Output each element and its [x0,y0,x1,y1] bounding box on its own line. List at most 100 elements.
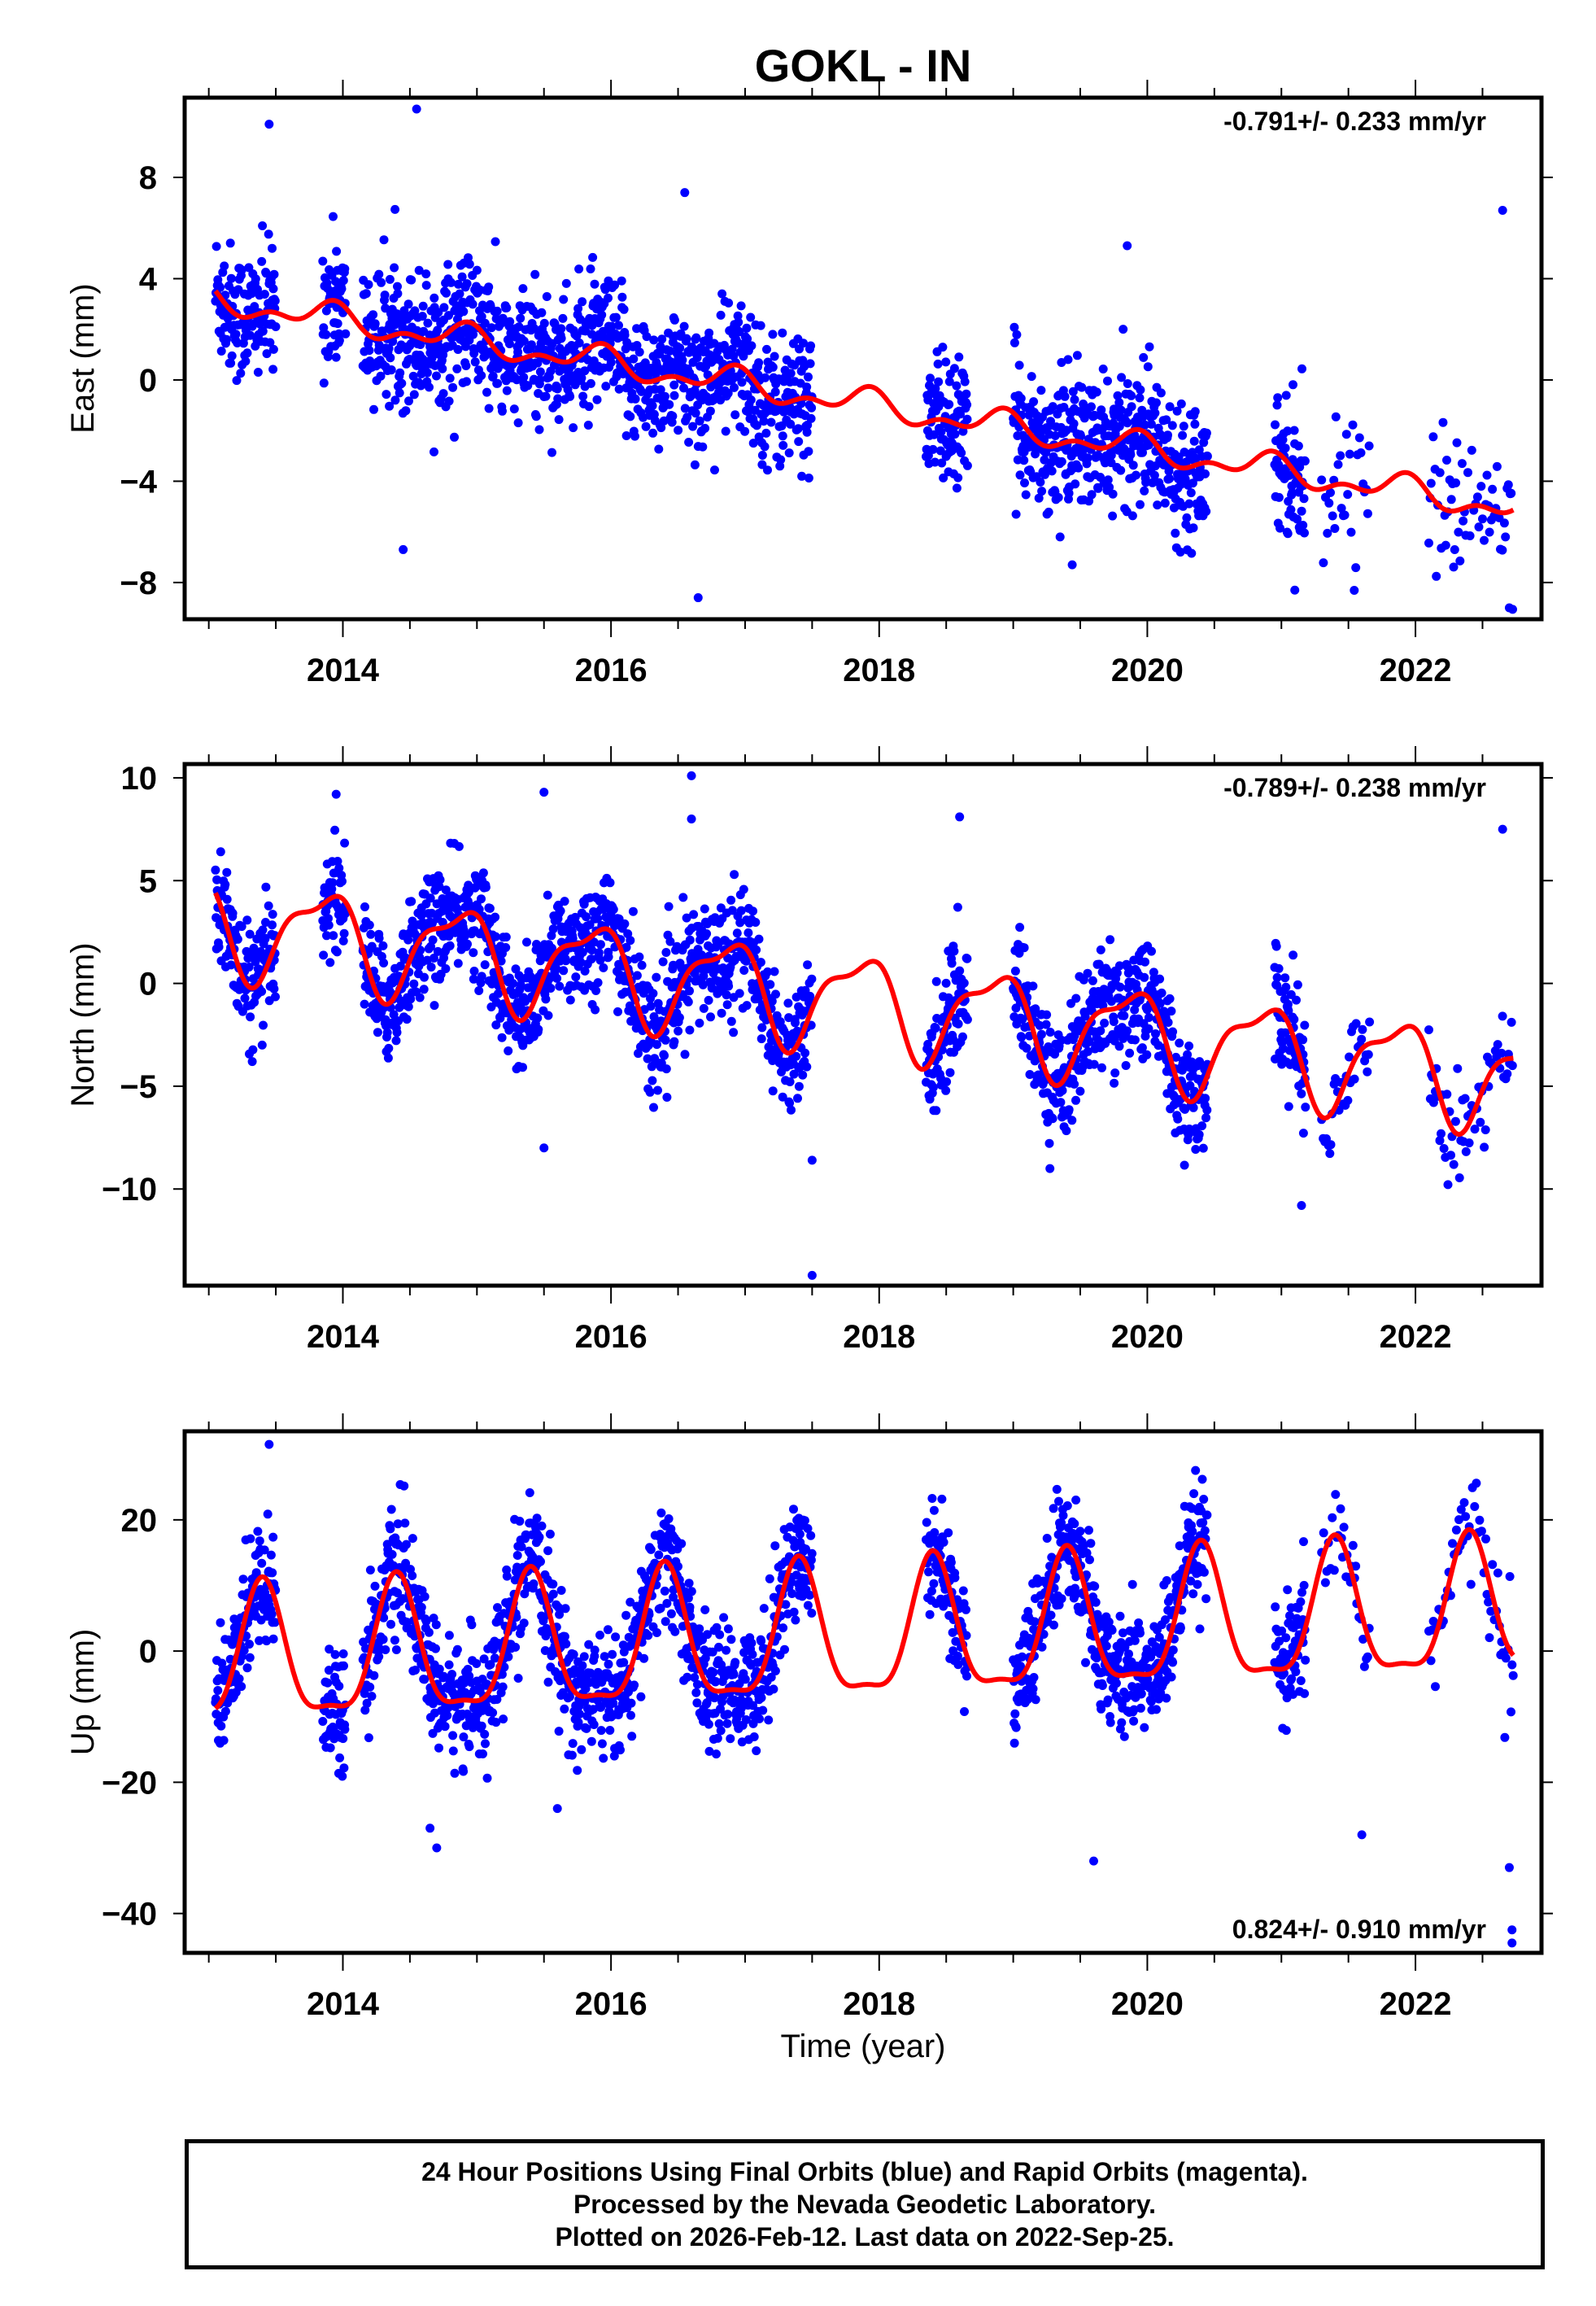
data-point [628,906,638,916]
data-point [783,998,793,1008]
data-point [256,947,265,956]
data-point [1103,475,1113,485]
data-point [768,362,778,372]
data-point [617,276,626,286]
data-point [593,978,603,988]
data-point [1298,521,1308,530]
data-point [399,306,409,316]
data-point [513,1674,523,1683]
data-point [587,946,597,955]
data-point [461,361,471,370]
data-point [679,383,688,393]
data-point [1186,488,1196,498]
data-point [1350,1074,1359,1084]
data-point [559,966,569,976]
data-point [325,1743,335,1753]
data-point [722,990,731,1000]
data-point [511,1642,521,1652]
data-point [228,908,238,918]
data-point [222,894,232,904]
plot-frame [182,762,1544,1288]
data-point [554,1602,563,1612]
data-point [649,1103,658,1112]
data-point [263,1509,273,1519]
data-point [730,870,739,880]
data-point [1166,1007,1176,1016]
data-point [700,1605,710,1614]
data-point [478,1749,487,1758]
data-point [1351,563,1361,573]
data-point [1114,421,1124,431]
data-point [515,1517,525,1526]
data-point [1150,408,1160,418]
data-point [1108,489,1118,499]
data-point [1300,456,1310,466]
data-point [939,473,948,483]
data-point [1136,500,1145,509]
data-point [1493,1040,1502,1050]
data-point [582,912,591,922]
data-point [1439,1144,1449,1153]
data-point [732,928,742,938]
data-point [374,269,384,279]
data-point [409,390,419,400]
data-point [587,954,596,964]
data-point [390,395,400,405]
data-point [386,1505,396,1514]
data-point [1345,1052,1354,1062]
data-point [1077,382,1087,392]
data-point [489,1644,499,1654]
data-point [462,377,471,387]
data-point [962,1015,972,1024]
data-point [802,1062,812,1072]
data-point [1271,941,1281,951]
data-point [726,1016,736,1026]
data-point [544,974,554,984]
data-point [428,935,438,945]
data-point [444,396,454,406]
data-point [580,966,590,976]
data-point [1293,441,1303,451]
data-point [1288,488,1297,498]
data-point [565,1692,574,1701]
data-point [802,427,812,437]
data-point [1011,509,1021,519]
data-point [691,408,700,418]
data-point [443,1702,453,1712]
data-point [1151,1029,1160,1038]
data-point [477,312,486,321]
data-point [1127,511,1137,521]
data-point [578,947,587,957]
data-point [960,377,970,387]
data-point [265,338,275,347]
data-point [958,426,968,436]
x-tick-label: 2016 [575,653,648,688]
data-point [724,298,734,308]
data-point [1098,365,1108,373]
data-point [724,981,734,991]
data-point [682,413,692,422]
data-point [802,382,812,392]
data-point [339,1661,348,1671]
data-point [1036,478,1045,487]
data-point [387,1549,397,1559]
data-point [794,437,804,447]
data-point [403,299,413,309]
data-point [661,1617,670,1627]
data-point [605,878,615,888]
data-point [803,420,813,430]
data-point [1079,975,1088,985]
data-point [211,242,221,251]
data-point [930,457,940,467]
data-point [1280,1028,1290,1037]
data-point [472,1659,482,1668]
data-point [530,324,539,334]
data-point [1485,527,1494,537]
data-point [654,1550,664,1560]
data-point [707,983,717,993]
data-point [318,256,328,266]
data-point [402,1015,412,1024]
data-point [626,1597,635,1607]
data-point [690,1673,700,1683]
data-point [1173,1114,1183,1124]
